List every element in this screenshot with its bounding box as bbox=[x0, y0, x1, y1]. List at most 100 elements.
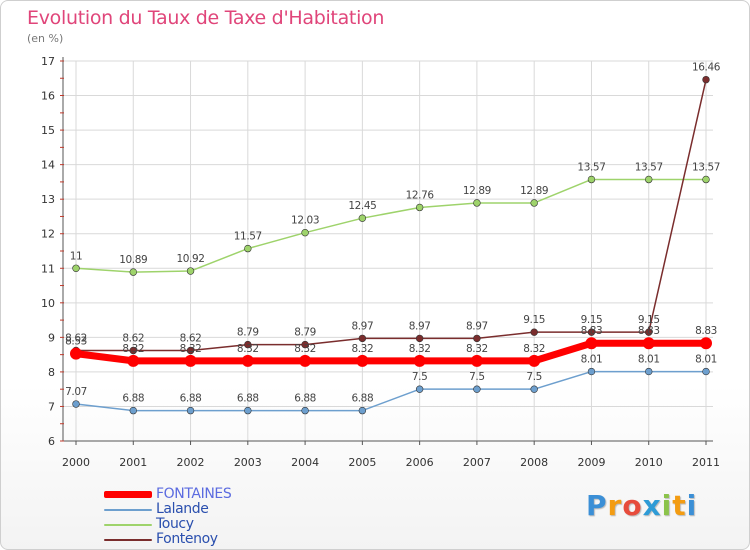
data-label: 10.89 bbox=[119, 254, 147, 266]
data-label: 6.88 bbox=[237, 393, 259, 405]
legend-label: Fontenoy bbox=[156, 531, 218, 547]
data-label: 16.46 bbox=[692, 62, 721, 74]
data-label: 8.32 bbox=[180, 343, 202, 355]
data-point bbox=[129, 268, 137, 276]
y-tick-label: 9 bbox=[48, 331, 55, 344]
data-point bbox=[645, 367, 653, 376]
data-label: 9.15 bbox=[523, 314, 545, 326]
data-label: 8.01 bbox=[638, 354, 660, 366]
data-label: 8.79 bbox=[294, 327, 316, 339]
data-label: 7.07 bbox=[65, 386, 87, 398]
data-point bbox=[702, 367, 710, 376]
data-point bbox=[585, 337, 598, 350]
data-point bbox=[129, 406, 137, 415]
y-tick-label: 12 bbox=[41, 228, 55, 241]
data-label: 12.03 bbox=[291, 215, 319, 227]
series-line-lalande bbox=[75, 370, 706, 412]
data-point bbox=[244, 340, 252, 349]
data-label: 7.5 bbox=[469, 371, 485, 383]
data-point bbox=[415, 385, 424, 393]
data-point bbox=[356, 354, 369, 367]
data-point bbox=[301, 340, 309, 349]
data-label: 8.97 bbox=[351, 320, 373, 332]
x-tick-label: 2001 bbox=[119, 456, 147, 469]
data-label: 8.32 bbox=[409, 343, 431, 355]
data-label: 8.83 bbox=[638, 325, 660, 337]
legend-swatch bbox=[104, 509, 152, 511]
legend-label: FONTAINES bbox=[156, 486, 232, 502]
x-tick-label: 2004 bbox=[291, 456, 319, 469]
data-point bbox=[129, 346, 137, 355]
data-label: 6.88 bbox=[351, 393, 373, 405]
data-point bbox=[702, 175, 710, 184]
data-point bbox=[415, 203, 424, 212]
data-label: 11 bbox=[70, 250, 83, 262]
data-label: 6.88 bbox=[294, 393, 316, 405]
data-label: 8.32 bbox=[294, 343, 316, 355]
data-point bbox=[70, 347, 82, 360]
logo-letter: r bbox=[607, 489, 623, 522]
legend-label: Toucy bbox=[156, 516, 194, 532]
data-label: 8.53 bbox=[65, 336, 87, 348]
data-label: 8.01 bbox=[581, 354, 603, 366]
y-tick-label: 11 bbox=[41, 262, 55, 275]
data-label: 6.88 bbox=[180, 393, 202, 405]
x-tick-label: 2006 bbox=[406, 456, 434, 469]
y-tick-label: 10 bbox=[41, 297, 55, 310]
data-label: 8.62 bbox=[180, 332, 202, 344]
legend-swatch bbox=[104, 524, 152, 526]
data-point bbox=[413, 354, 426, 367]
data-point bbox=[702, 75, 710, 84]
data-point bbox=[244, 406, 252, 415]
y-tick-label: 6 bbox=[48, 435, 55, 448]
data-point bbox=[530, 199, 538, 207]
data-label: 8.62 bbox=[65, 332, 87, 344]
data-point bbox=[473, 199, 481, 207]
data-point bbox=[645, 328, 653, 336]
x-tick-label: 2010 bbox=[635, 456, 663, 469]
series-line-fontaines bbox=[75, 339, 706, 365]
data-point bbox=[473, 334, 481, 343]
data-point bbox=[587, 367, 596, 376]
data-label: 9.15 bbox=[638, 314, 660, 326]
data-point bbox=[473, 385, 481, 393]
chart-title: Evolution du Taux de Taxe d'Habitation bbox=[27, 7, 385, 29]
data-label: 8.32 bbox=[523, 343, 545, 355]
data-point bbox=[72, 264, 80, 272]
data-label: 12.45 bbox=[348, 200, 376, 212]
data-label: 8.32 bbox=[466, 343, 488, 355]
data-point bbox=[186, 346, 195, 355]
x-tick-label: 2007 bbox=[463, 456, 491, 469]
data-label: 8.32 bbox=[122, 343, 144, 355]
data-label: 12.89 bbox=[520, 185, 548, 197]
y-tick-label: 8 bbox=[48, 366, 55, 379]
data-label: 8.83 bbox=[695, 325, 717, 337]
y-tick-label: 16 bbox=[41, 90, 55, 103]
x-tick-label: 2005 bbox=[348, 456, 376, 469]
series-line-toucy bbox=[75, 178, 706, 273]
data-label: 12.89 bbox=[463, 185, 491, 197]
data-label: 13.57 bbox=[635, 161, 663, 173]
data-point bbox=[645, 175, 653, 184]
proxiti-logo: Proxiti bbox=[586, 489, 697, 522]
data-label: 9.15 bbox=[581, 314, 603, 326]
data-point bbox=[72, 400, 80, 408]
data-label: 8.32 bbox=[237, 343, 259, 355]
data-label: 8.32 bbox=[351, 343, 373, 355]
logo-letter: i bbox=[661, 489, 673, 522]
data-label: 8.97 bbox=[466, 320, 488, 332]
data-point bbox=[186, 406, 195, 415]
data-point bbox=[642, 337, 655, 350]
x-tick-label: 2000 bbox=[62, 456, 90, 469]
data-point bbox=[587, 175, 596, 184]
chart-unit-label: (en %) bbox=[27, 32, 64, 45]
data-label: 6.88 bbox=[122, 393, 144, 405]
data-point bbox=[530, 328, 538, 336]
data-label: 13.57 bbox=[692, 161, 720, 173]
data-label: 8.79 bbox=[237, 327, 259, 339]
data-point bbox=[299, 354, 312, 367]
data-point bbox=[470, 354, 483, 367]
data-point bbox=[301, 406, 309, 415]
data-label: 12.76 bbox=[406, 189, 435, 201]
